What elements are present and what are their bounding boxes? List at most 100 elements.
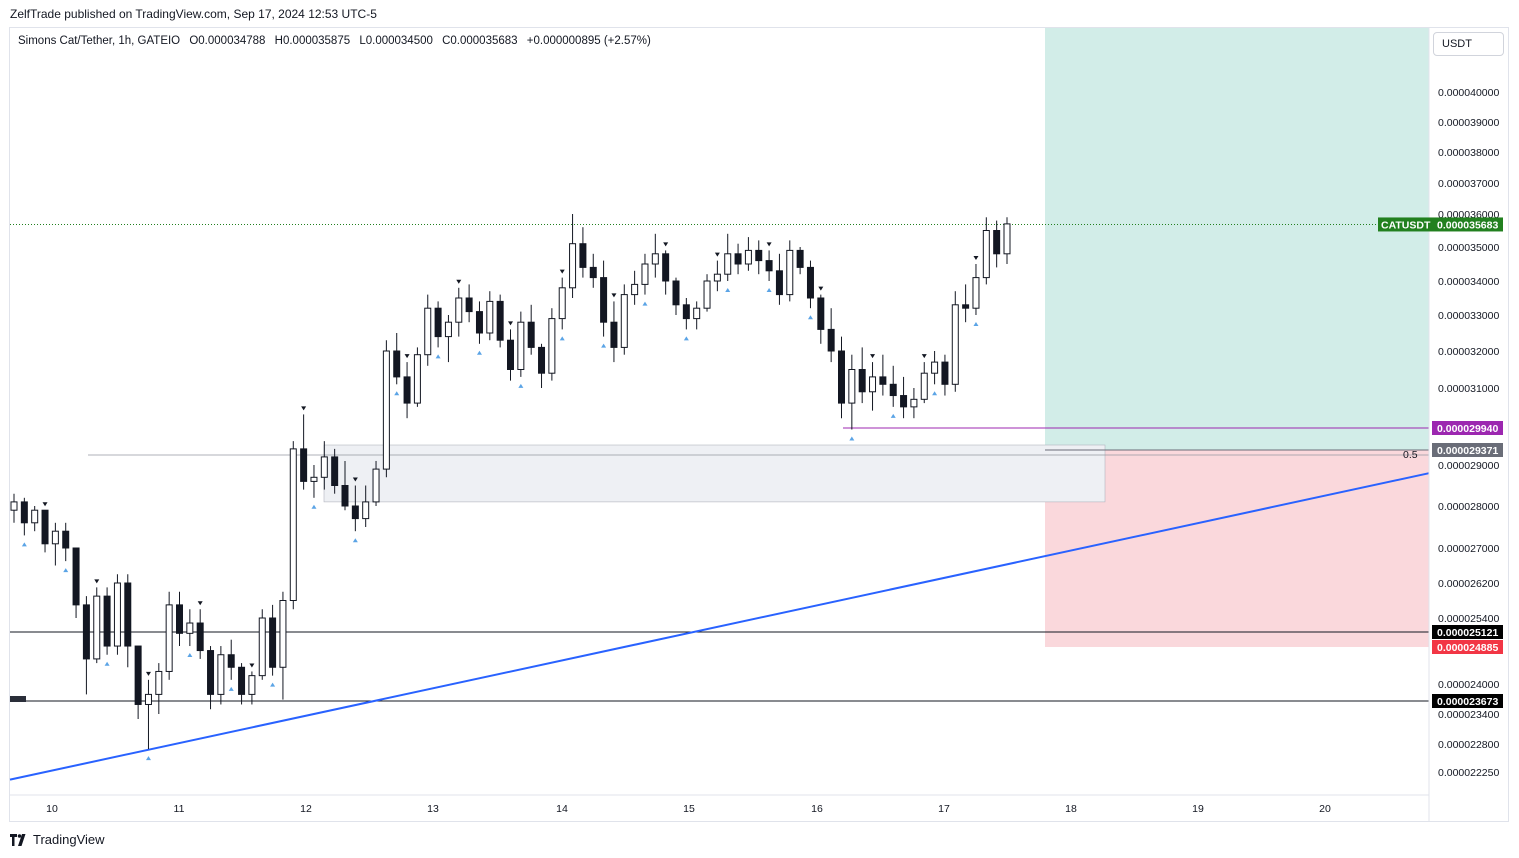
time-axis-label: 19	[1192, 803, 1204, 815]
candle-body	[207, 650, 215, 695]
time-axis-label: 17	[938, 803, 950, 815]
time-axis-label: 14	[556, 803, 568, 815]
candle-body	[755, 249, 763, 262]
buy-marker	[890, 413, 896, 418]
candle-body	[993, 230, 1001, 255]
candle-body	[62, 530, 70, 549]
candle-body	[279, 600, 287, 668]
candle-body	[972, 277, 980, 309]
level-tag-bg	[1432, 625, 1503, 639]
legend-close: C0.000035683	[442, 35, 518, 47]
sell-marker	[559, 269, 565, 274]
time-axis-label: 13	[427, 803, 439, 815]
time-axis-label: 16	[811, 803, 823, 815]
buy-marker	[476, 350, 482, 355]
candle-body	[962, 304, 970, 309]
lines-layer: 0.5	[9, 223, 1430, 781]
candle-body	[858, 369, 866, 393]
sell-marker	[714, 252, 720, 257]
candle-body	[620, 294, 628, 348]
publisher-caption: ZelfTrade published on TradingView.com, …	[10, 7, 377, 21]
price-axis-label: 0.000022250	[1438, 767, 1499, 779]
sell-marker	[301, 406, 307, 411]
candle-body	[465, 297, 473, 313]
candle-body	[31, 509, 39, 524]
buy-marker	[21, 542, 27, 547]
candle-body	[113, 582, 121, 647]
candle-body	[176, 604, 183, 634]
buy-marker	[187, 653, 193, 658]
candle-body	[217, 654, 225, 695]
buy-marker	[63, 568, 69, 573]
candle-body	[238, 666, 246, 695]
current-price-tag-bg	[1378, 217, 1503, 232]
candle-body	[124, 582, 132, 647]
candle-body	[610, 321, 618, 348]
level-handle	[10, 696, 26, 702]
candle-body	[631, 283, 639, 296]
candle-body	[475, 311, 483, 334]
candle-body	[713, 273, 721, 282]
candle-body	[579, 243, 587, 268]
footer-brand[interactable]: TradingView	[10, 832, 105, 847]
candle-body	[248, 675, 256, 695]
candle-body	[413, 354, 421, 404]
candle-body	[931, 361, 939, 374]
candle-body	[920, 372, 928, 400]
candle-body	[424, 307, 432, 356]
candle-body	[1003, 223, 1011, 255]
candle-body	[165, 604, 173, 672]
sell-marker	[818, 286, 824, 291]
candle-body	[320, 456, 328, 478]
price-axis-label: 0.000033000	[1438, 310, 1499, 322]
candle-body	[775, 270, 783, 296]
price-axis-label: 0.000023400	[1438, 709, 1499, 721]
candle-body	[734, 253, 742, 265]
level-tag-bg	[1432, 694, 1503, 708]
buy-marker	[352, 538, 358, 543]
stop-zone	[1045, 450, 1429, 647]
candle-body	[103, 595, 111, 647]
candle-body	[382, 350, 390, 470]
candle-body	[196, 622, 204, 652]
level-tag-bg	[1432, 640, 1503, 654]
sell-marker	[663, 242, 669, 247]
legend-change: +0.000000895 (+2.57%)	[526, 35, 651, 47]
candle-body	[403, 376, 411, 404]
candle-body	[134, 645, 142, 705]
candle-body	[869, 376, 877, 393]
level-tag: 0.000029371	[1437, 445, 1498, 457]
candle-body	[910, 398, 918, 408]
price-axis-label: 0.000031000	[1438, 383, 1499, 395]
price-axis-label: 0.000029000	[1438, 460, 1499, 472]
candle-body	[486, 300, 494, 334]
candle-body	[93, 595, 101, 660]
time-axis: 10 11 12 13 14 15 16 17 18 19 20	[46, 803, 1331, 815]
candle-body	[951, 304, 959, 385]
price-axis-label: 0.000037000	[1438, 178, 1499, 190]
level-tag-bg	[1432, 443, 1503, 457]
price-axis-label: 0.000026200	[1438, 578, 1499, 590]
candles-layer	[10, 214, 1011, 750]
candle-body	[786, 249, 794, 296]
candle-body	[796, 249, 804, 268]
candle-body	[817, 297, 825, 330]
candle-body	[310, 476, 318, 482]
sell-marker	[404, 354, 410, 359]
candle-body	[300, 448, 308, 482]
buy-marker	[270, 682, 276, 687]
price-axis-label: 0.000038000	[1438, 147, 1499, 159]
markers-layer	[21, 242, 979, 761]
candle-body	[527, 321, 535, 348]
buy-marker	[642, 301, 648, 306]
candle-body	[20, 501, 28, 524]
candle-body	[444, 321, 452, 338]
candle-body	[827, 328, 835, 352]
candle-body	[889, 383, 897, 397]
buy-marker	[973, 322, 979, 326]
currency-selector[interactable]: USDT	[1433, 32, 1504, 56]
candle-body	[455, 297, 463, 323]
tradingview-logo-icon	[10, 833, 26, 846]
legend-low: L0.000034500	[359, 35, 433, 47]
